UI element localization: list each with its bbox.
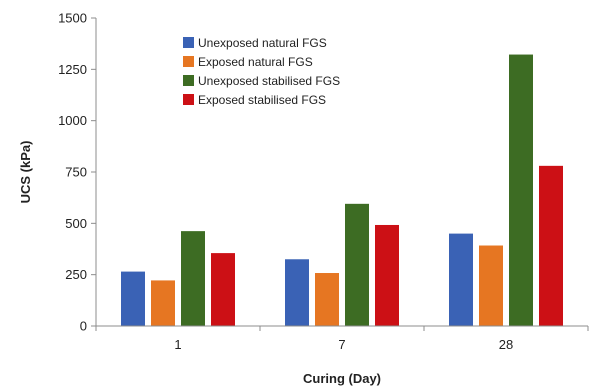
y-tick-label: 250 xyxy=(65,267,87,282)
legend-label: Exposed natural FGS xyxy=(198,55,313,69)
legend-label: Unexposed stabilised FGS xyxy=(198,74,340,88)
bar xyxy=(509,54,533,327)
bar xyxy=(479,245,503,326)
bar xyxy=(151,280,175,326)
bars-group xyxy=(121,54,563,327)
legend-swatch xyxy=(183,75,194,86)
bar xyxy=(539,165,563,326)
x-tick-label: 7 xyxy=(338,337,345,352)
y-tick-label: 0 xyxy=(80,319,87,334)
y-tick-label: 1500 xyxy=(58,11,87,26)
bar xyxy=(211,253,235,326)
bar xyxy=(121,271,145,326)
legend-label: Exposed stabilised FGS xyxy=(198,93,326,107)
x-tick-label: 28 xyxy=(499,337,513,352)
legend-label: Unexposed natural FGS xyxy=(198,36,327,50)
x-ticks-group: 1 7 28 xyxy=(95,326,589,352)
legend-swatch xyxy=(183,94,194,105)
x-axis-title: Curing (Day) xyxy=(303,371,381,386)
bar xyxy=(375,224,399,326)
y-tick-label: 1000 xyxy=(58,113,87,128)
bar xyxy=(449,233,473,326)
bar xyxy=(315,273,339,326)
y-tick-label: 1250 xyxy=(58,62,87,77)
y-tick-label: 500 xyxy=(65,216,87,231)
y-ticks-group: 0 250 500 750 1000 1250 1500 xyxy=(58,11,96,334)
legend: Unexposed natural FGS Exposed natural FGS… xyxy=(183,36,340,107)
legend-swatch xyxy=(183,37,194,48)
legend-swatch xyxy=(183,56,194,67)
bar xyxy=(345,203,369,326)
y-axis-title: UCS (kPa) xyxy=(18,141,33,204)
x-tick-label: 1 xyxy=(174,337,181,352)
y-tick-label: 750 xyxy=(65,165,87,180)
bar xyxy=(181,231,205,326)
bar xyxy=(285,259,309,326)
